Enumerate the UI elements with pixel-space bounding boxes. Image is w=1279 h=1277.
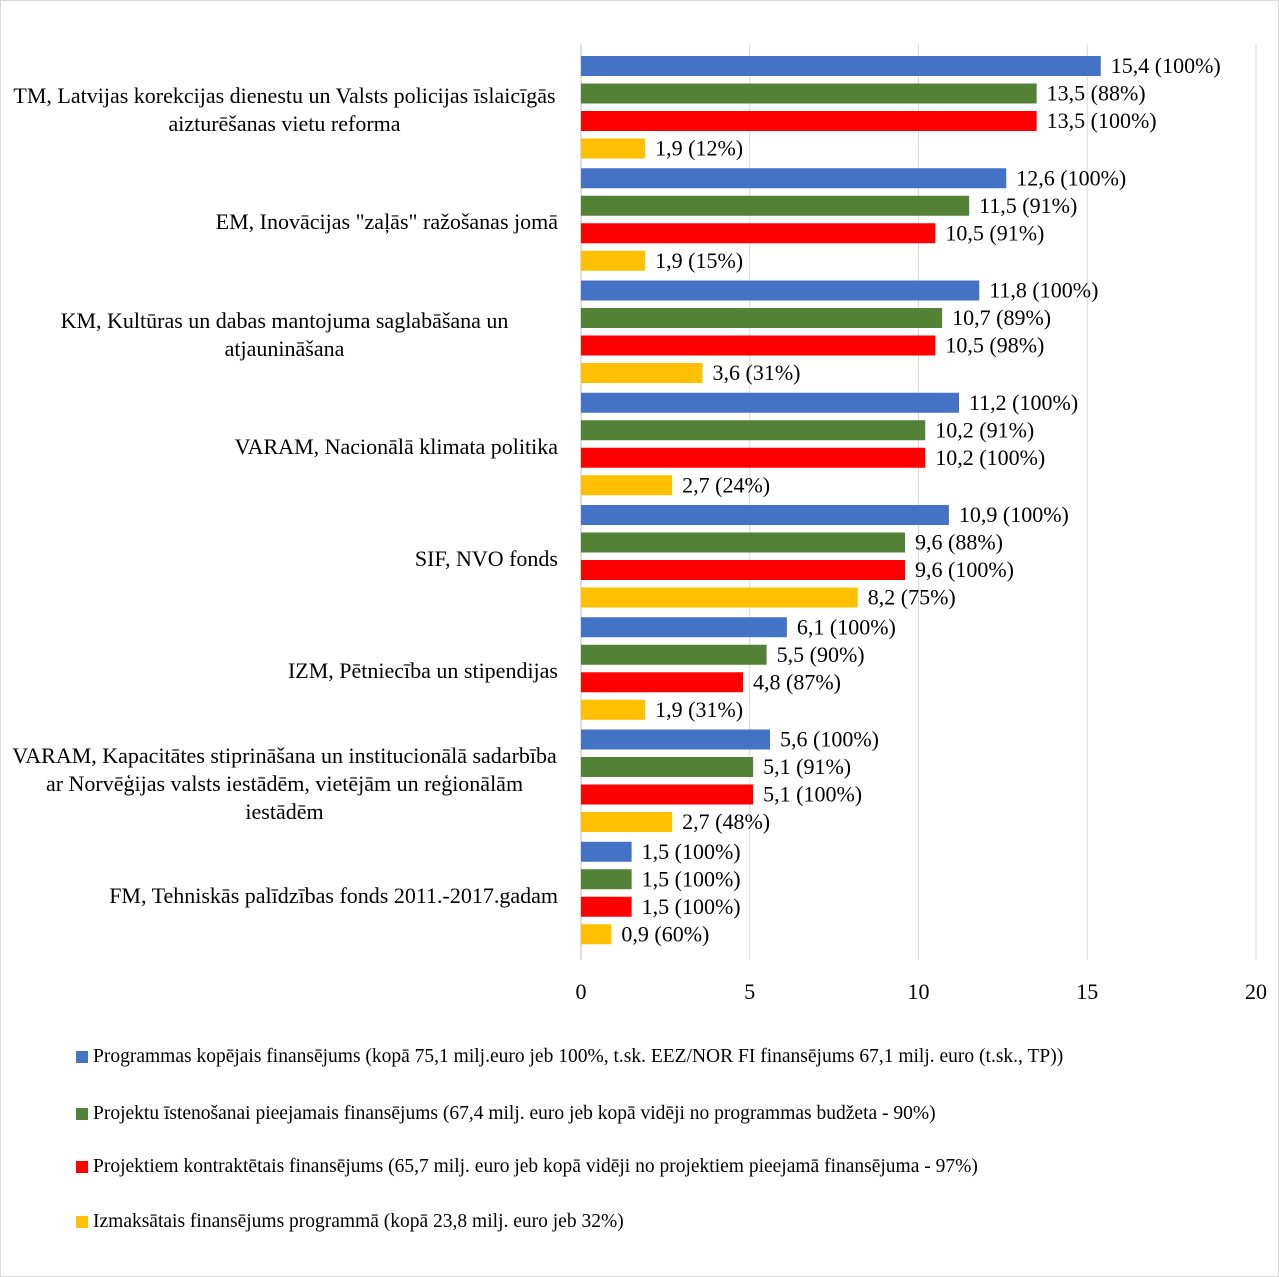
bar	[581, 111, 1037, 131]
x-tick-label: 10	[908, 979, 930, 1004]
category-label: VARAM, Nacionālā klimata politika	[11, 433, 558, 461]
value-label: 11,8 (100%)	[989, 278, 1098, 303]
legend-label: Izmaksātais finansējums programmā (kopā …	[93, 1211, 624, 1232]
value-label: 11,5 (91%)	[979, 193, 1077, 218]
bar	[581, 505, 949, 525]
value-label: 5,1 (100%)	[763, 782, 862, 807]
category-label: FM, Tehniskās palīdzības fonds 2011.-201…	[11, 882, 558, 910]
x-tick-label: 20	[1245, 979, 1267, 1004]
category-label: TM, Latvijas korekcijas dienestu un Vals…	[11, 82, 558, 138]
bar	[581, 392, 959, 413]
bar	[581, 784, 754, 805]
category-label: KM, Kultūras un dabas mantojuma saglabāš…	[11, 307, 558, 363]
legend-swatch	[76, 1216, 88, 1228]
value-label: 2,7 (24%)	[682, 472, 770, 497]
legend-label: Projektu īstenošanai pieejamais finansēj…	[93, 1103, 936, 1124]
bar	[581, 420, 926, 441]
value-label: 4,8 (87%)	[753, 669, 841, 694]
bar	[581, 475, 673, 496]
legend-item: Izmaksātais finansējums programmā (kopā …	[76, 1209, 1261, 1235]
bar	[581, 363, 703, 383]
category-label-text: VARAM, Nacionālā klimata politika	[234, 433, 558, 459]
value-label: 13,5 (100%)	[1047, 108, 1157, 133]
bar	[581, 841, 632, 862]
legend-swatch	[76, 1051, 88, 1063]
value-label: 6,1 (100%)	[797, 614, 896, 639]
value-label: 2,7 (48%)	[682, 809, 770, 834]
value-label: 10,5 (91%)	[945, 220, 1044, 245]
category-label-text: TM, Latvijas korekcijas dienestu un Vals…	[13, 83, 556, 137]
value-label: 5,5 (90%)	[777, 642, 865, 667]
category-label-text: IZM, Pētniecība un stipendijas	[287, 658, 558, 684]
bar	[581, 447, 926, 468]
bar	[581, 672, 743, 693]
value-label: 1,5 (100%)	[642, 866, 741, 891]
value-label: 8,2 (75%)	[868, 585, 956, 610]
bar	[581, 56, 1101, 76]
bar	[581, 587, 858, 608]
value-label: 1,9 (31%)	[655, 697, 743, 722]
category-label-text: KM, Kultūras un dabas mantojuma saglabāš…	[60, 307, 509, 361]
value-label: 1,9 (12%)	[655, 136, 743, 161]
value-label: 3,6 (31%)	[713, 360, 801, 385]
legend-swatch	[76, 1161, 88, 1173]
category-label-text: FM, Tehniskās palīdzības fonds 2011.-201…	[109, 882, 558, 908]
value-label: 10,7 (89%)	[952, 305, 1051, 330]
bar	[581, 308, 943, 328]
bar	[581, 869, 632, 890]
bar	[581, 250, 646, 271]
category-label: VARAM, Kapacitātes stiprināšana un insti…	[11, 742, 558, 826]
bar	[581, 644, 767, 665]
bar	[581, 617, 787, 638]
bar	[581, 699, 646, 720]
bar	[581, 280, 980, 301]
bar	[581, 83, 1037, 104]
legend-item: Programmas kopējais finansējums (kopā 75…	[76, 1044, 1261, 1070]
legend-label: Projektiem kontraktētais finansējums (65…	[93, 1156, 978, 1177]
value-label: 12,6 (100%)	[1016, 165, 1126, 190]
category-label-text: VARAM, Kapacitātes stiprināšana un insti…	[12, 742, 557, 824]
value-label: 1,9 (15%)	[655, 248, 743, 273]
bar	[581, 335, 936, 356]
value-label: 5,6 (100%)	[780, 727, 879, 752]
x-tick-label: 5	[744, 979, 755, 1004]
bar	[581, 729, 770, 750]
value-label: 10,2 (100%)	[935, 445, 1045, 470]
value-label: 5,1 (91%)	[763, 754, 851, 779]
value-label: 1,5 (100%)	[642, 894, 741, 919]
category-label: EM, Inovācijas "zaļās" ražošanas jomā	[11, 208, 558, 236]
bar	[581, 168, 1007, 189]
bar	[581, 924, 612, 945]
x-tick-label: 0	[576, 979, 587, 1004]
category-label-text: SIF, NVO fonds	[414, 546, 558, 572]
bar	[581, 532, 905, 553]
category-label-text: EM, Inovācijas "zaļās" ražošanas jomā	[215, 209, 558, 235]
value-label: 1,5 (100%)	[642, 839, 741, 864]
legend-item: Projektu īstenošanai pieejamais finansēj…	[76, 1101, 1261, 1127]
bar	[581, 896, 632, 917]
category-label: SIF, NVO fonds	[11, 545, 558, 573]
bar	[581, 195, 970, 216]
value-label: 0,9 (60%)	[621, 921, 709, 946]
legend-label: Programmas kopējais finansējums (kopā 75…	[93, 1046, 1064, 1067]
value-label: 10,9 (100%)	[959, 502, 1069, 527]
category-label: IZM, Pētniecība un stipendijas	[11, 657, 558, 685]
value-label: 15,4 (100%)	[1111, 53, 1221, 78]
value-label: 13,5 (88%)	[1047, 81, 1146, 106]
value-label: 10,5 (98%)	[945, 333, 1044, 358]
value-label: 10,2 (91%)	[935, 417, 1034, 442]
bar	[581, 560, 905, 580]
value-label: 9,6 (100%)	[915, 557, 1014, 582]
legend-swatch	[76, 1108, 88, 1120]
value-label: 9,6 (88%)	[915, 530, 1003, 555]
bar	[581, 138, 646, 159]
bar	[581, 812, 673, 832]
bar	[581, 223, 936, 244]
legend-item: Projektiem kontraktētais finansējums (65…	[76, 1154, 1261, 1180]
bar	[581, 757, 754, 777]
x-tick-label: 15	[1076, 979, 1098, 1004]
value-label: 11,2 (100%)	[969, 390, 1078, 415]
